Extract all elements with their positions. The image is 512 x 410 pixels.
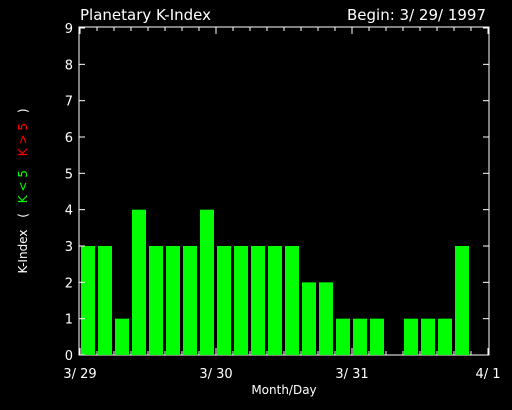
- xtick-label-2: 3/ 31: [335, 367, 368, 382]
- ytick-label-6: 6: [65, 131, 73, 146]
- bar-4: [149, 246, 163, 355]
- ytick-label-9: 9: [65, 22, 73, 37]
- ytick-label-4: 4: [65, 204, 73, 219]
- legend-high-label: K > 5: [16, 123, 30, 156]
- xtick-label-3: 4/ 1: [475, 367, 500, 382]
- legend-open-paren: (: [16, 213, 30, 218]
- ytick-label-3: 3: [65, 240, 73, 255]
- bar-0: [81, 246, 95, 355]
- bar-14: [319, 282, 333, 355]
- legend-close-paren: ): [16, 108, 30, 113]
- y-axis-label-group: K-Index ( K < 5 K > 5 ): [16, 108, 30, 273]
- chart-title: Planetary K-Index: [80, 6, 211, 24]
- bar-1: [98, 246, 112, 355]
- ytick-label-7: 7: [65, 95, 73, 110]
- bar-15: [336, 318, 350, 355]
- bar-6: [183, 246, 197, 355]
- bar-11: [268, 246, 282, 355]
- bar-17: [370, 318, 384, 355]
- x-axis-label: Month/Day: [251, 383, 316, 397]
- bar-2: [115, 318, 129, 355]
- ytick-label-5: 5: [65, 167, 73, 182]
- xtick-label-1: 3/ 30: [199, 367, 232, 382]
- xtick-label-0: 3/ 29: [63, 367, 96, 382]
- bar-7: [200, 209, 214, 355]
- bar-21: [438, 318, 452, 355]
- ytick-label-8: 8: [65, 58, 73, 73]
- x-tick-labels: 3/ 29 3/ 30 3/ 31 4/ 1: [63, 367, 500, 382]
- bar-20: [421, 318, 435, 355]
- chart-subtitle: Begin: 3/ 29/ 1997: [347, 6, 486, 24]
- y-axis-label: K-Index: [16, 230, 30, 274]
- ticks-group: [79, 27, 489, 356]
- bar-10: [251, 246, 265, 355]
- ytick-label-2: 2: [65, 276, 73, 291]
- bar-5: [166, 246, 180, 355]
- ytick-label-0: 0: [65, 349, 73, 364]
- svg-text:K-Index ( K < 5: K-Index ( K < 5 K > 5 ): [16, 108, 30, 273]
- legend-low-label: K < 5: [16, 170, 30, 203]
- bar-3: [132, 209, 146, 355]
- bar-13: [302, 282, 316, 355]
- bar-8: [217, 246, 231, 355]
- ytick-label-1: 1: [65, 313, 73, 328]
- bar-19: [404, 318, 418, 355]
- bar-9: [234, 246, 248, 355]
- bars-group: [81, 209, 469, 355]
- bar-16: [353, 318, 367, 355]
- bar-12: [285, 246, 299, 355]
- y-tick-labels: 0 1 2 3 4 5 6 7 8 9: [65, 22, 73, 364]
- bar-22: [455, 246, 469, 355]
